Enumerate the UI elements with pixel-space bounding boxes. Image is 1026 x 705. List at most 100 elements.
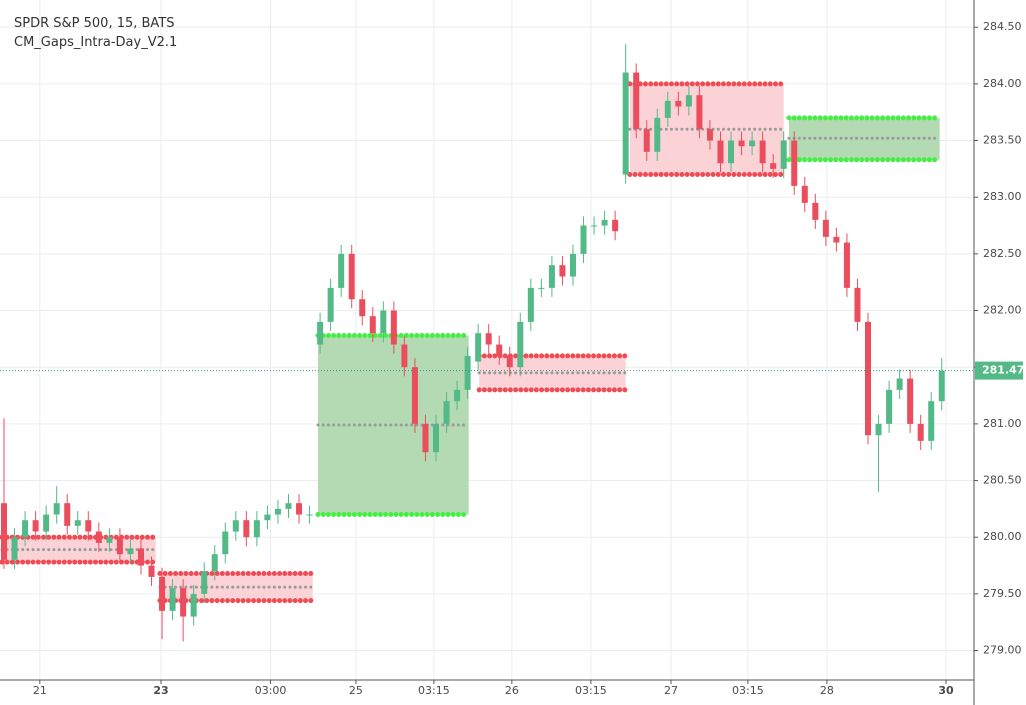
y-tick-label: 280.50 <box>983 474 1022 487</box>
candle-body <box>770 163 777 169</box>
candle-body <box>886 389 893 424</box>
x-tick-label: 03:00 <box>255 684 287 697</box>
candle-body <box>211 554 218 572</box>
x-tick-label: 03:15 <box>732 684 764 697</box>
candle-body <box>443 401 450 424</box>
x-tick-label: 03:15 <box>575 684 607 697</box>
candle-body <box>116 537 123 555</box>
candle-body <box>928 401 935 441</box>
x-tick-label: 23 <box>153 684 168 697</box>
candle-body <box>464 355 471 390</box>
candle-body <box>285 503 292 509</box>
candle-body <box>85 520 92 532</box>
chart-title: SPDR S&P 500, 15, BATS <box>14 16 175 31</box>
y-tick-label: 280.00 <box>983 530 1022 543</box>
candle-body <box>485 333 492 345</box>
candle-body <box>317 321 324 345</box>
candle-body <box>433 423 440 453</box>
candle-body <box>359 299 366 317</box>
candle-body <box>274 508 281 515</box>
candle-body <box>64 503 71 526</box>
x-tick-label: 27 <box>664 684 678 697</box>
candle-body <box>222 531 229 555</box>
candle-body <box>306 514 313 516</box>
candle-body <box>717 140 724 164</box>
candle-body <box>32 520 39 532</box>
candle-body <box>612 219 619 232</box>
candle-body <box>11 537 18 560</box>
x-tick-label: 03:15 <box>418 684 450 697</box>
candle-body <box>296 503 303 515</box>
x-tick-label: 25 <box>349 684 363 697</box>
candle-body <box>896 378 903 390</box>
x-tick-label: 30 <box>938 684 954 697</box>
candle-body <box>53 503 60 515</box>
candle-body <box>654 117 661 152</box>
candle-body <box>601 219 608 226</box>
candle-body <box>591 225 598 227</box>
candle-body <box>559 265 566 277</box>
candle-body <box>580 225 587 254</box>
candle-body <box>780 140 787 169</box>
candle-body <box>706 129 713 141</box>
candle-body <box>822 219 829 237</box>
candle-body <box>1 503 8 560</box>
candle-body <box>685 95 692 107</box>
candle-body <box>865 321 872 436</box>
candle-body <box>907 378 914 424</box>
x-tick-label: 26 <box>505 684 519 697</box>
candle-body <box>422 423 429 453</box>
candle-body <box>548 265 555 288</box>
candle-body <box>517 321 524 368</box>
candle-body <box>728 140 735 164</box>
candle-body <box>569 253 576 277</box>
last-price-label: 281.47 <box>982 364 1024 377</box>
candle-body <box>401 344 408 368</box>
y-tick-label: 281.00 <box>983 417 1022 430</box>
candle-body <box>169 588 176 611</box>
candle-body <box>622 72 629 175</box>
candle-body <box>264 514 271 521</box>
candle-body <box>22 520 29 538</box>
candle-body <box>696 95 703 130</box>
candle-body <box>801 185 808 203</box>
candle-body <box>148 565 155 577</box>
candle-body <box>664 100 671 118</box>
y-tick-label: 284.00 <box>983 77 1022 90</box>
candle-body <box>791 140 798 186</box>
candle-body <box>106 537 113 543</box>
candle-body <box>338 253 345 288</box>
candle-body <box>454 389 461 402</box>
candle-body <box>843 242 850 288</box>
x-tick-label: 21 <box>33 684 47 697</box>
y-tick-label: 283.50 <box>983 134 1022 147</box>
candle-body <box>74 520 81 526</box>
candle-body <box>738 140 745 147</box>
candle-body <box>159 576 166 611</box>
candle-body <box>475 333 482 362</box>
candle-body <box>127 548 134 555</box>
candle-body <box>411 367 418 424</box>
candle-body <box>380 310 387 334</box>
candle-body <box>95 531 102 543</box>
y-tick-label: 282.00 <box>983 304 1022 317</box>
candle-body <box>675 100 682 107</box>
candle-body <box>253 520 260 538</box>
candle-body <box>643 129 650 152</box>
candle-body <box>243 520 250 538</box>
candle-body <box>538 287 545 289</box>
candle-body <box>390 310 397 345</box>
candle-body <box>190 593 197 617</box>
candle-body <box>749 140 756 147</box>
candle-body <box>633 72 640 130</box>
candle-body <box>527 287 534 322</box>
gap-zone <box>788 117 940 160</box>
y-tick-label: 284.50 <box>983 20 1022 33</box>
candle-body <box>938 370 945 402</box>
candle-body <box>180 588 187 617</box>
candle-body <box>506 355 513 368</box>
y-tick-label: 279.00 <box>983 644 1022 657</box>
candle-body <box>875 423 882 436</box>
